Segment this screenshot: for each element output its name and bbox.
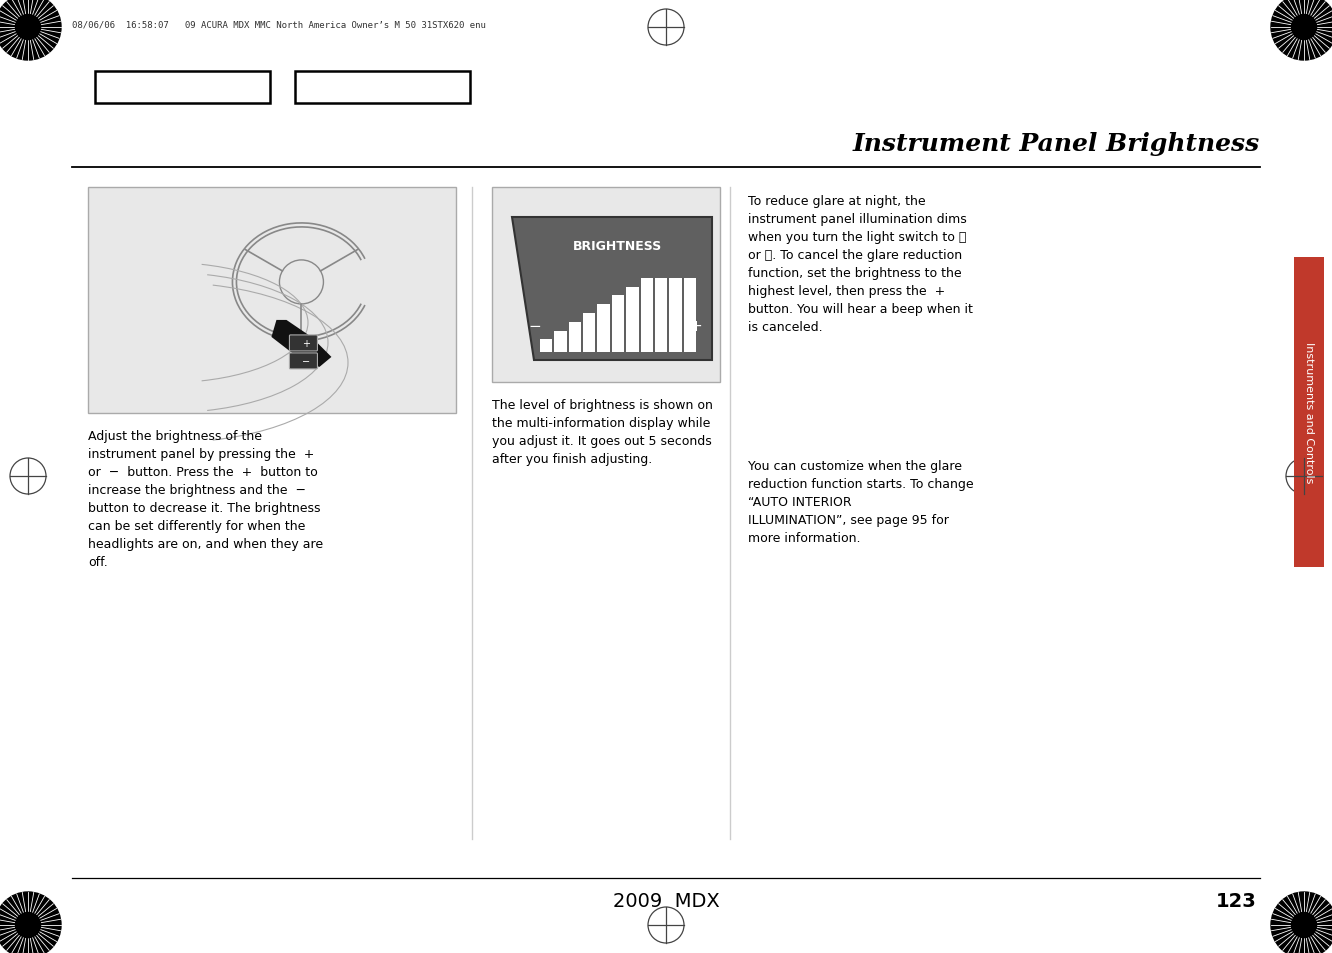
Text: 08/06/06  16:58:07   09 ACURA MDX MMC North America Owner’s M 50 31STX620 enu: 08/06/06 16:58:07 09 ACURA MDX MMC North…	[72, 20, 486, 29]
FancyBboxPatch shape	[492, 188, 721, 382]
Bar	[669, 278, 682, 353]
Circle shape	[1271, 892, 1332, 953]
FancyBboxPatch shape	[289, 335, 317, 352]
Text: You can customize when the glare
reduction function starts. To change
“AUTO INTE: You can customize when the glare reducti…	[749, 459, 974, 544]
Bar	[611, 296, 625, 353]
FancyBboxPatch shape	[1293, 257, 1324, 567]
Text: Adjust the brightness of the
instrument panel by pressing the  +
or  −  button. : Adjust the brightness of the instrument …	[88, 430, 324, 568]
FancyBboxPatch shape	[294, 71, 470, 104]
Circle shape	[16, 15, 40, 40]
Bar	[554, 332, 566, 353]
Text: To reduce glare at night, the
instrument panel illumination dims
when you turn t: To reduce glare at night, the instrument…	[749, 194, 972, 334]
Text: Instrument Panel Brightness: Instrument Panel Brightness	[852, 132, 1260, 156]
Bar	[683, 278, 697, 353]
Bar	[641, 278, 653, 353]
Polygon shape	[511, 218, 713, 360]
FancyBboxPatch shape	[289, 354, 317, 370]
Text: −: −	[527, 319, 541, 335]
Circle shape	[16, 913, 40, 938]
Bar	[598, 305, 610, 353]
Circle shape	[0, 0, 61, 61]
Text: +: +	[689, 319, 702, 335]
Circle shape	[1292, 913, 1316, 938]
FancyBboxPatch shape	[95, 71, 270, 104]
Circle shape	[0, 892, 61, 953]
Polygon shape	[272, 320, 332, 368]
Text: BRIGHTNESS: BRIGHTNESS	[573, 240, 662, 253]
Bar	[569, 323, 581, 353]
Text: The level of brightness is shown on
the multi-information display while
you adju: The level of brightness is shown on the …	[492, 398, 713, 465]
Circle shape	[1271, 0, 1332, 61]
Text: Instruments and Controls: Instruments and Controls	[1304, 342, 1313, 483]
Bar	[626, 287, 638, 353]
Bar	[583, 314, 595, 353]
Text: 123: 123	[1216, 892, 1257, 910]
FancyBboxPatch shape	[88, 188, 456, 414]
Text: 2009  MDX: 2009 MDX	[613, 892, 719, 910]
Text: +: +	[302, 338, 310, 349]
Bar	[655, 278, 667, 353]
Bar	[539, 339, 553, 353]
Text: −: −	[302, 356, 310, 367]
Circle shape	[1292, 15, 1316, 40]
